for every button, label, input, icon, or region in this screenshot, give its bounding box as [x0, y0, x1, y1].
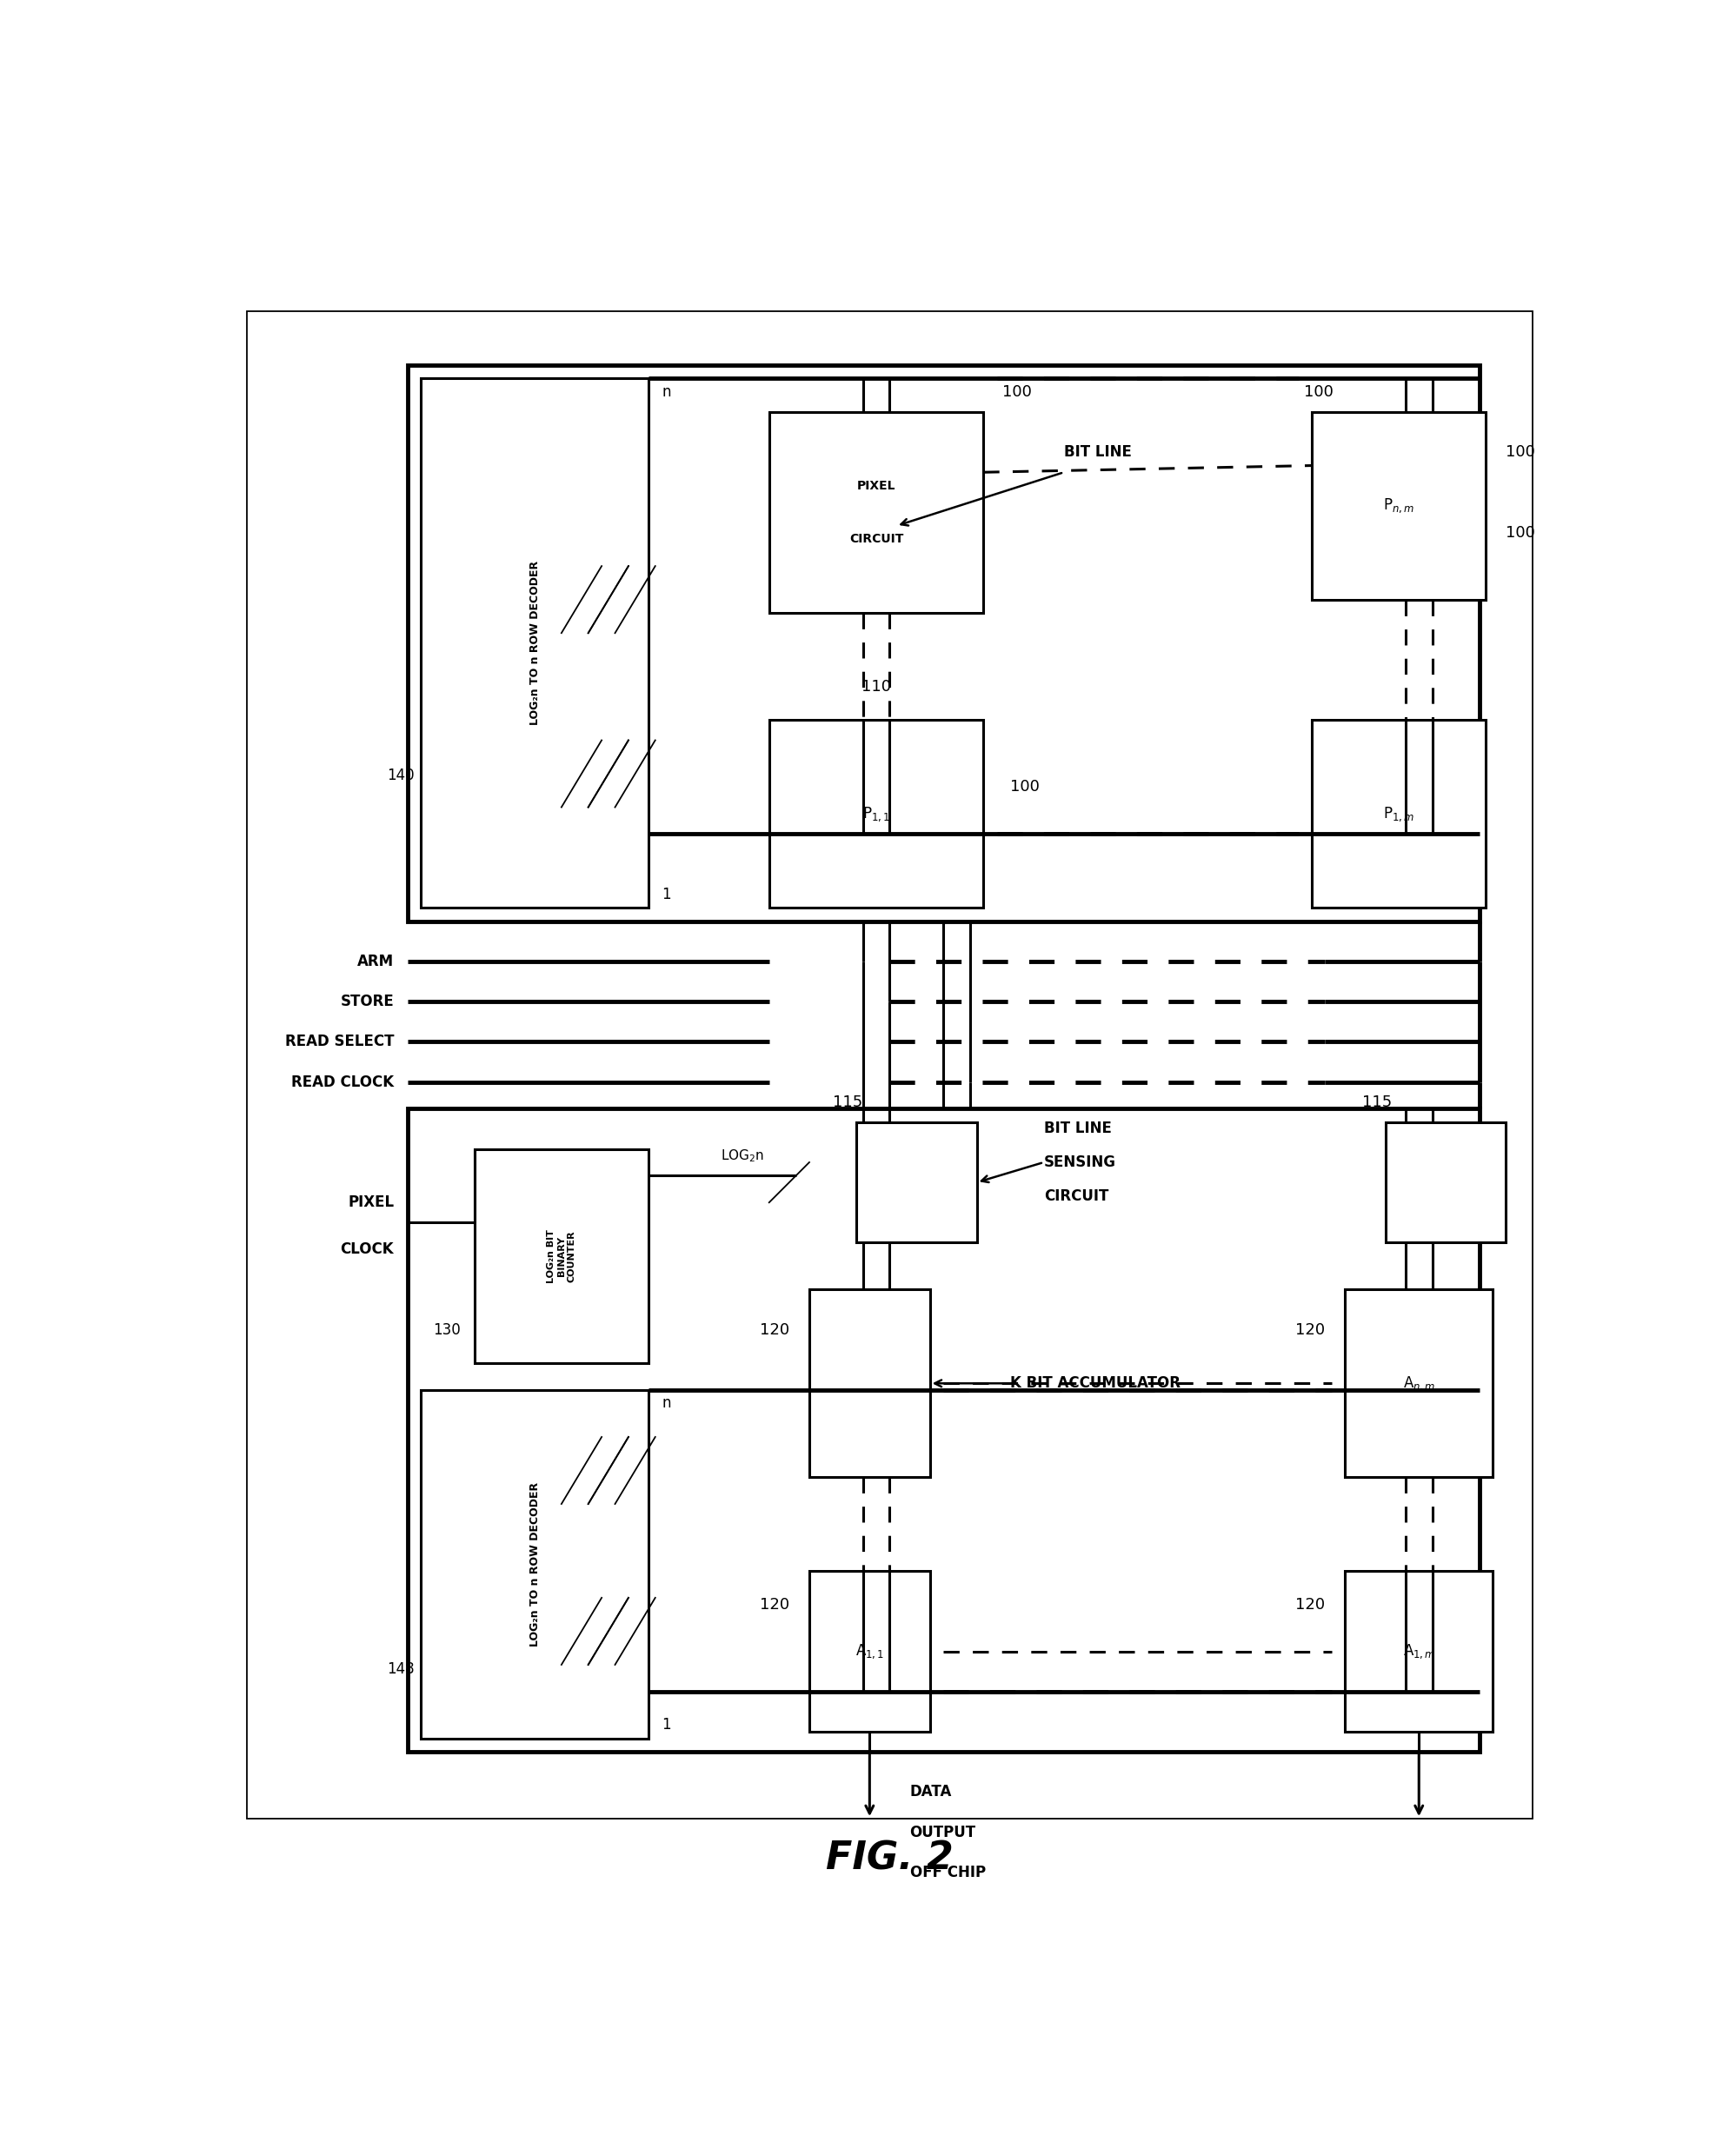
Text: LOG₂n BIT
BINARY
COUNTER: LOG₂n BIT BINARY COUNTER: [547, 1229, 576, 1283]
Text: 120: 120: [1295, 1597, 1325, 1612]
Text: P$_{1,m}$: P$_{1,m}$: [1384, 806, 1415, 823]
Bar: [856, 1122, 977, 1242]
Text: READ CLOCK: READ CLOCK: [292, 1074, 394, 1090]
Text: PIXEL: PIXEL: [347, 1195, 394, 1210]
Text: 100: 100: [1507, 445, 1535, 460]
Text: CLOCK: CLOCK: [340, 1242, 394, 1257]
Text: ARM: ARM: [358, 954, 394, 969]
Text: BIT LINE: BIT LINE: [1043, 1122, 1111, 1137]
Text: LOG$_2$n: LOG$_2$n: [720, 1148, 764, 1165]
Text: CIRCUIT: CIRCUIT: [849, 533, 903, 546]
Bar: [420, 1390, 649, 1739]
Bar: [769, 720, 984, 907]
Text: P$_{1,1}$: P$_{1,1}$: [863, 806, 891, 823]
Text: 120: 120: [760, 1597, 790, 1612]
Text: SENSING: SENSING: [1043, 1154, 1116, 1169]
Text: 140: 140: [387, 767, 415, 782]
Bar: [809, 1571, 930, 1732]
Text: A$_{n,m}$: A$_{n,m}$: [1403, 1375, 1436, 1393]
Text: P$_{n,m}$: P$_{n,m}$: [1384, 496, 1415, 516]
Bar: [1345, 1571, 1493, 1732]
Text: 100: 100: [1507, 524, 1535, 539]
Text: 1: 1: [661, 888, 672, 903]
Text: A$_{1,m}$: A$_{1,m}$: [1403, 1642, 1436, 1661]
Text: PIXEL: PIXEL: [858, 479, 896, 492]
Text: CIRCUIT: CIRCUIT: [1043, 1188, 1108, 1203]
Bar: [420, 378, 649, 907]
Text: 100: 100: [1304, 385, 1333, 400]
Bar: [1312, 413, 1486, 600]
Text: 130: 130: [434, 1322, 462, 1337]
Bar: [1312, 720, 1486, 907]
Text: n: n: [661, 385, 672, 400]
Text: BIT LINE: BIT LINE: [1064, 445, 1132, 460]
Bar: [809, 1289, 930, 1476]
Text: 1: 1: [661, 1717, 672, 1732]
Text: OUTPUT: OUTPUT: [910, 1825, 976, 1840]
Text: DATA: DATA: [910, 1784, 951, 1801]
Text: A$_{1,1}$: A$_{1,1}$: [856, 1642, 884, 1661]
Text: LOG₂n TO n ROW DECODER: LOG₂n TO n ROW DECODER: [529, 1483, 540, 1646]
Bar: [474, 1150, 649, 1362]
Text: 100: 100: [1010, 780, 1040, 795]
Text: 148: 148: [387, 1661, 415, 1676]
Text: 100: 100: [1002, 385, 1031, 400]
Text: LOG₂n TO n ROW DECODER: LOG₂n TO n ROW DECODER: [529, 561, 540, 726]
Text: 120: 120: [1295, 1322, 1325, 1337]
Text: STORE: STORE: [340, 993, 394, 1010]
Text: 110: 110: [861, 679, 891, 694]
Bar: [408, 1109, 1479, 1751]
Bar: [1345, 1289, 1493, 1476]
Text: 115: 115: [833, 1094, 863, 1109]
Bar: [408, 365, 1479, 922]
Text: K BIT ACCUMULATOR: K BIT ACCUMULATOR: [1010, 1375, 1180, 1390]
Text: READ SELECT: READ SELECT: [285, 1034, 394, 1049]
Text: 115: 115: [1363, 1094, 1392, 1109]
Text: OFF CHIP: OFF CHIP: [910, 1865, 986, 1880]
Bar: [769, 413, 984, 612]
Text: n: n: [661, 1395, 672, 1412]
Bar: [1385, 1122, 1507, 1242]
Text: FIG. 2: FIG. 2: [826, 1840, 953, 1878]
Text: 120: 120: [760, 1322, 790, 1337]
